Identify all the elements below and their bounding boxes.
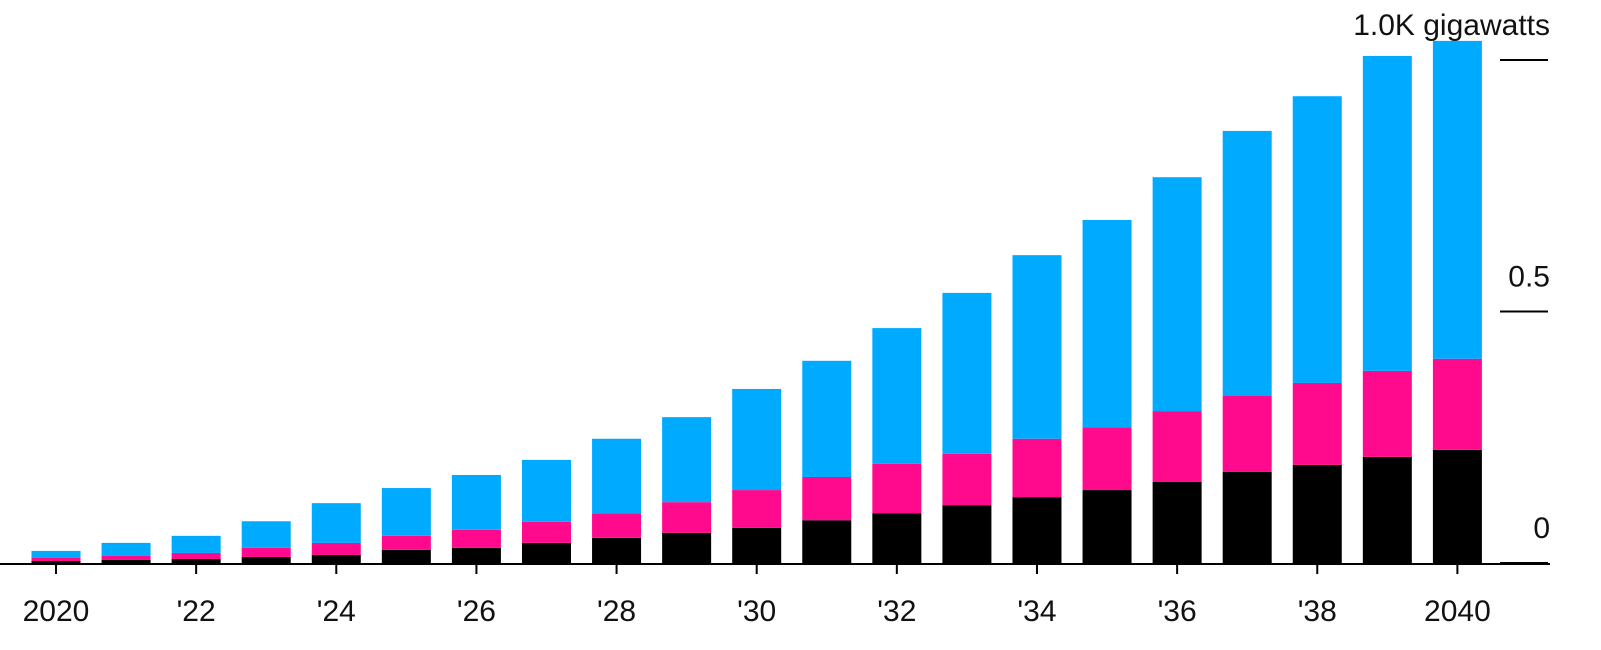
bar-segment [311,542,361,555]
bar-segment [942,505,992,563]
bar-segment [1082,490,1132,563]
x-tick-label: '32 [877,595,916,628]
x-tick-label: '36 [1158,595,1197,628]
bar-segment [662,502,712,533]
bar-segment [732,527,782,563]
bar-segment [1222,130,1272,397]
bar-segment [592,513,642,538]
x-tick-label: '30 [737,595,776,628]
bar-segment [1082,219,1132,428]
bar-segment [1152,177,1202,412]
bar-segment [872,328,922,464]
bar-segment [732,490,782,528]
x-tick-label: '34 [1017,595,1056,628]
bar-segment [1222,396,1272,472]
bar-segment [381,535,431,550]
bar-segment [1292,382,1342,465]
bar-segment [802,360,852,477]
bar-segment [451,474,501,530]
bar-segment [662,532,712,563]
bar-segment [942,453,992,506]
bar-segment [732,388,782,491]
bar-segment [662,417,712,503]
bar-segment [311,503,361,543]
y-tick-label: 1.0K gigawatts [1353,9,1550,42]
bar-segment [241,556,291,563]
bar-segment [521,521,571,543]
y-tick-label: 0.5 [1508,260,1550,293]
bar-segment [381,488,431,536]
bar-segment [872,463,922,514]
x-tick-label: '24 [317,595,356,628]
bar-segment [1012,438,1062,498]
bar-segment [101,542,151,556]
bar-segment [1012,497,1062,563]
bar-segment [171,558,221,563]
bar-segment [802,520,852,563]
bar-segment [101,555,151,560]
x-tick-label: '22 [177,595,216,628]
bar-segment [1012,255,1062,439]
bar-segment [171,552,221,559]
bar-segment [1432,449,1482,563]
bar-segment [1152,411,1202,483]
x-tick-label: '28 [597,595,636,628]
bar-segment [171,535,221,553]
x-tick-label: 2020 [23,595,90,628]
bar-segment [1152,482,1202,563]
bar-segment [31,550,81,558]
bar-segment [521,459,571,522]
bar-segment [1082,427,1132,491]
bar-segment [241,547,291,557]
bar-segment [1222,471,1272,563]
x-tick-label: '38 [1298,595,1337,628]
bar-segment [311,554,361,563]
bar-segment [31,557,81,561]
bar-segment [592,537,642,563]
bar-segment [31,560,81,563]
bar-segment [1432,358,1482,450]
bar-segment [1292,96,1342,383]
y-tick-label: 0 [1533,512,1550,545]
bar-segment [241,521,291,548]
bar-segment [942,292,992,454]
x-tick-label: 2040 [1424,595,1491,628]
bar-segment [802,476,852,521]
bar-segment [451,547,501,563]
bar-segment [451,529,501,548]
bar-segment [1292,464,1342,563]
bar-segment [101,559,151,563]
bar-segment [521,542,571,563]
bar-segment [1362,370,1412,457]
bar-segment [381,549,431,563]
bar-segment [872,513,922,563]
bar-segment [1362,456,1412,563]
bar-segment [1362,55,1412,371]
bar-segment [1432,40,1482,359]
bar-segment [592,438,642,514]
x-tick-label: '26 [457,595,496,628]
